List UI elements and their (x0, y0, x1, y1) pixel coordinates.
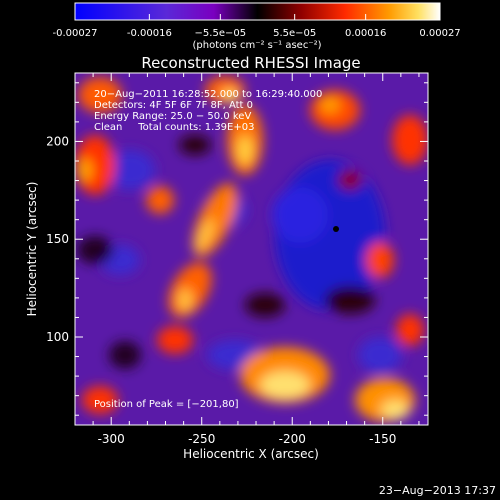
colorbar-tick-label: −5.5e−05 (195, 28, 247, 39)
heatmap-blob (325, 286, 375, 314)
heatmap-blob (179, 135, 211, 155)
colorbar-tick-label: -0.00016 (127, 28, 172, 39)
heatmap-blob (105, 150, 155, 190)
heatmap-blob (77, 158, 93, 182)
colorbar-tick-label: -0.00027 (53, 28, 98, 39)
colorbar-gradient (74, 2, 441, 21)
heatmap-blob (381, 400, 409, 420)
x-tick-label: -200 (279, 432, 306, 446)
y-tick-label: 100 (46, 330, 69, 344)
heatmap-blob (237, 135, 253, 165)
peak-position-label: Position of Peak = [−201,80] (94, 399, 239, 410)
heatmap-blob (177, 288, 193, 312)
colorbar-tick-label: 0.00027 (419, 28, 460, 39)
heatmap (75, 73, 428, 425)
heatmap-blob (338, 170, 362, 190)
heatmap-blob (77, 236, 113, 264)
info-line-counts: Clean Total counts: 1.39E+03 (94, 122, 254, 133)
info-line-energy: Energy Range: 25.0 − 50.0 keV (94, 111, 251, 122)
heatmap-blob (109, 341, 141, 369)
x-tick-label: -250 (188, 432, 215, 446)
heatmap-blob (396, 314, 424, 346)
y-tick-label: 200 (46, 134, 69, 148)
heatmap-blob (146, 186, 174, 214)
y-axis: 100 150 200 (46, 82, 428, 416)
x-tick-label: -300 (98, 432, 125, 446)
heatmap-blob (78, 77, 122, 113)
colorbar: -0.00027 -0.00016 −5.5e−05 5.5e−05 0.00016 0.… (53, 2, 461, 51)
heatmap-blob (260, 371, 310, 399)
plot-frame (74, 72, 429, 426)
chart-title: Reconstructed RHESSI Image (141, 54, 360, 72)
heatmap-blob (358, 337, 402, 373)
heatmap-minimum-dot (333, 226, 339, 232)
heatmap-blob (245, 293, 285, 317)
colorbar-ticks: -0.00027 -0.00016 −5.5e−05 5.5e−05 0.00016 0.… (53, 14, 461, 39)
footer-timestamp: 23−Aug−2013 17:37 (379, 484, 496, 497)
heatmap-blob (157, 326, 193, 354)
x-axis-label: Heliocentric X (arcsec) (183, 447, 319, 461)
y-axis-label: Heliocentric Y (arcsec) (25, 182, 39, 317)
y-tick-label: 150 (46, 232, 69, 246)
x-tick-label: -150 (369, 432, 396, 446)
heatmap-blob (195, 218, 215, 252)
x-axis: -300 -250 -200 -150 (92, 73, 420, 446)
colorbar-tick-label: 5.5e−05 (273, 28, 316, 39)
heatmap-blob (222, 89, 238, 101)
heatmap-blob (272, 187, 328, 243)
colorbar-tick-label: 0.00016 (345, 28, 386, 39)
heatmap-blob (320, 97, 340, 113)
heatmap-blob (392, 115, 428, 165)
heatmap-blob (366, 242, 394, 278)
heatmap-blobs (75, 76, 428, 422)
colorbar-units: (photons cm⁻² s⁻¹ asec⁻²) (192, 40, 321, 51)
info-line-detectors: Detectors: 4F 5F 6F 7F 8F, Att 0 (94, 100, 253, 111)
info-line-time: 20−Aug−2011 16:28:52.000 to 16:29:40.000 (94, 89, 322, 100)
heatmap-blob (82, 386, 118, 414)
info-text: 20−Aug−2011 16:28:52.000 to 16:29:40.000… (94, 89, 322, 133)
